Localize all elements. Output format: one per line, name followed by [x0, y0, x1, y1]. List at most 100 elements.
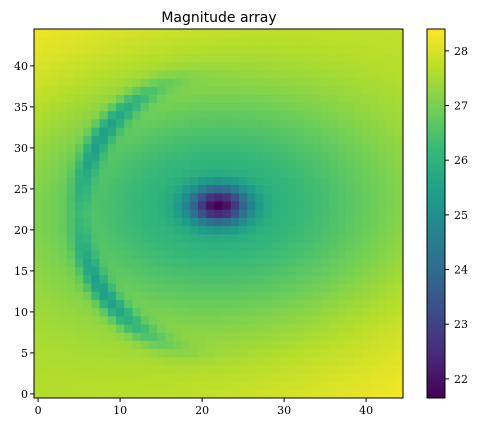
heatmap-cell	[50, 184, 59, 194]
heatmap-cell	[99, 389, 109, 399]
heatmap-cell	[181, 168, 191, 177]
heatmap-cell	[116, 201, 125, 210]
heatmap-cell	[189, 291, 199, 300]
heatmap-cell	[370, 78, 379, 87]
heatmap-cell	[280, 365, 289, 374]
heatmap-cell	[370, 389, 379, 399]
heatmap-cell	[321, 135, 330, 145]
heatmap-cell	[189, 45, 199, 54]
heatmap-cell	[345, 381, 355, 391]
heatmap-cell	[75, 324, 84, 333]
heatmap-cell	[148, 193, 158, 202]
heatmap-cell	[181, 201, 191, 210]
heatmap-cell	[370, 53, 379, 63]
heatmap-cell	[247, 29, 256, 38]
heatmap-cell	[91, 291, 100, 300]
heatmap-cell	[353, 275, 363, 284]
heatmap-cell	[173, 61, 182, 71]
heatmap-cell	[288, 152, 297, 161]
heatmap-cell	[91, 168, 100, 177]
heatmap-cell	[321, 61, 330, 71]
heatmap-cell	[321, 160, 330, 169]
heatmap-cell	[304, 381, 314, 391]
heatmap-cell	[181, 209, 191, 218]
heatmap-cell	[58, 176, 68, 186]
heatmap-cell	[296, 291, 305, 300]
heatmap-cell	[66, 299, 76, 309]
heatmap-cell	[353, 184, 363, 194]
heatmap-cell	[296, 340, 305, 350]
heatmap-cell	[34, 332, 43, 341]
heatmap-cell	[189, 135, 199, 145]
heatmap-cell	[83, 225, 92, 235]
heatmap-cell	[91, 340, 100, 350]
heatmap-cell	[165, 70, 174, 79]
x-tick-label: 10	[113, 404, 127, 417]
heatmap-cell	[222, 102, 232, 112]
heatmap-cell	[296, 78, 305, 87]
heatmap-cell	[271, 217, 281, 227]
heatmap-cell	[239, 307, 248, 317]
heatmap-cell	[329, 275, 338, 284]
heatmap-cell	[34, 209, 43, 218]
heatmap-cell	[124, 381, 133, 391]
heatmap-cell	[132, 37, 141, 46]
heatmap-cell	[157, 225, 166, 235]
heatmap-cell	[230, 127, 240, 136]
heatmap-cell	[222, 348, 232, 358]
heatmap-cell	[99, 332, 109, 341]
heatmap-cell	[255, 340, 264, 350]
heatmap-cell	[386, 61, 396, 71]
heatmap-cell	[239, 152, 248, 161]
heatmap-cell	[337, 70, 346, 79]
heatmap-cell	[91, 266, 100, 276]
heatmap-cell	[148, 365, 158, 374]
heatmap-cell	[132, 135, 141, 145]
heatmap-cell	[321, 381, 330, 391]
heatmap-cell	[386, 119, 396, 128]
heatmap-cell	[214, 61, 223, 71]
heatmap-cell	[362, 86, 371, 95]
heatmap-cell	[99, 324, 109, 333]
heatmap-cell	[132, 193, 141, 202]
heatmap-cell	[271, 316, 281, 325]
heatmap-cell	[345, 316, 355, 325]
heatmap-cell	[214, 127, 223, 136]
heatmap-cell	[66, 45, 76, 54]
heatmap-cell	[296, 209, 305, 218]
heatmap-cell	[42, 217, 51, 227]
heatmap-cell	[189, 29, 199, 38]
heatmap-cell	[132, 307, 141, 317]
heatmap-cell	[58, 29, 68, 38]
heatmap-cell	[353, 70, 363, 79]
heatmap-cell	[247, 37, 256, 46]
heatmap-cell	[312, 37, 322, 46]
heatmap-cell	[222, 307, 232, 317]
heatmap-cell	[378, 340, 387, 350]
heatmap-cell	[66, 316, 76, 325]
heatmap-cell	[83, 94, 92, 104]
heatmap-cell	[140, 37, 150, 46]
heatmap-cell	[140, 143, 150, 153]
heatmap-cell	[99, 61, 109, 71]
heatmap-cell	[304, 324, 314, 333]
heatmap-cell	[337, 340, 346, 350]
heatmap-cell	[370, 242, 379, 251]
heatmap-cell	[345, 152, 355, 161]
heatmap-cell	[255, 61, 264, 71]
heatmap-cell	[181, 389, 191, 399]
heatmap-cell	[271, 111, 281, 120]
heatmap-cell	[66, 340, 76, 350]
heatmap-cell	[353, 53, 363, 63]
heatmap-cell	[304, 299, 314, 309]
heatmap-cell	[157, 291, 166, 300]
heatmap-cell	[230, 61, 240, 71]
heatmap-cell	[337, 316, 346, 325]
heatmap-cell	[124, 119, 133, 128]
heatmap-cell	[312, 176, 322, 186]
heatmap-cell	[50, 152, 59, 161]
heatmap-cell	[214, 307, 223, 317]
heatmap-cell	[173, 225, 182, 235]
heatmap-cell	[206, 94, 215, 104]
heatmap-cell	[198, 348, 207, 358]
